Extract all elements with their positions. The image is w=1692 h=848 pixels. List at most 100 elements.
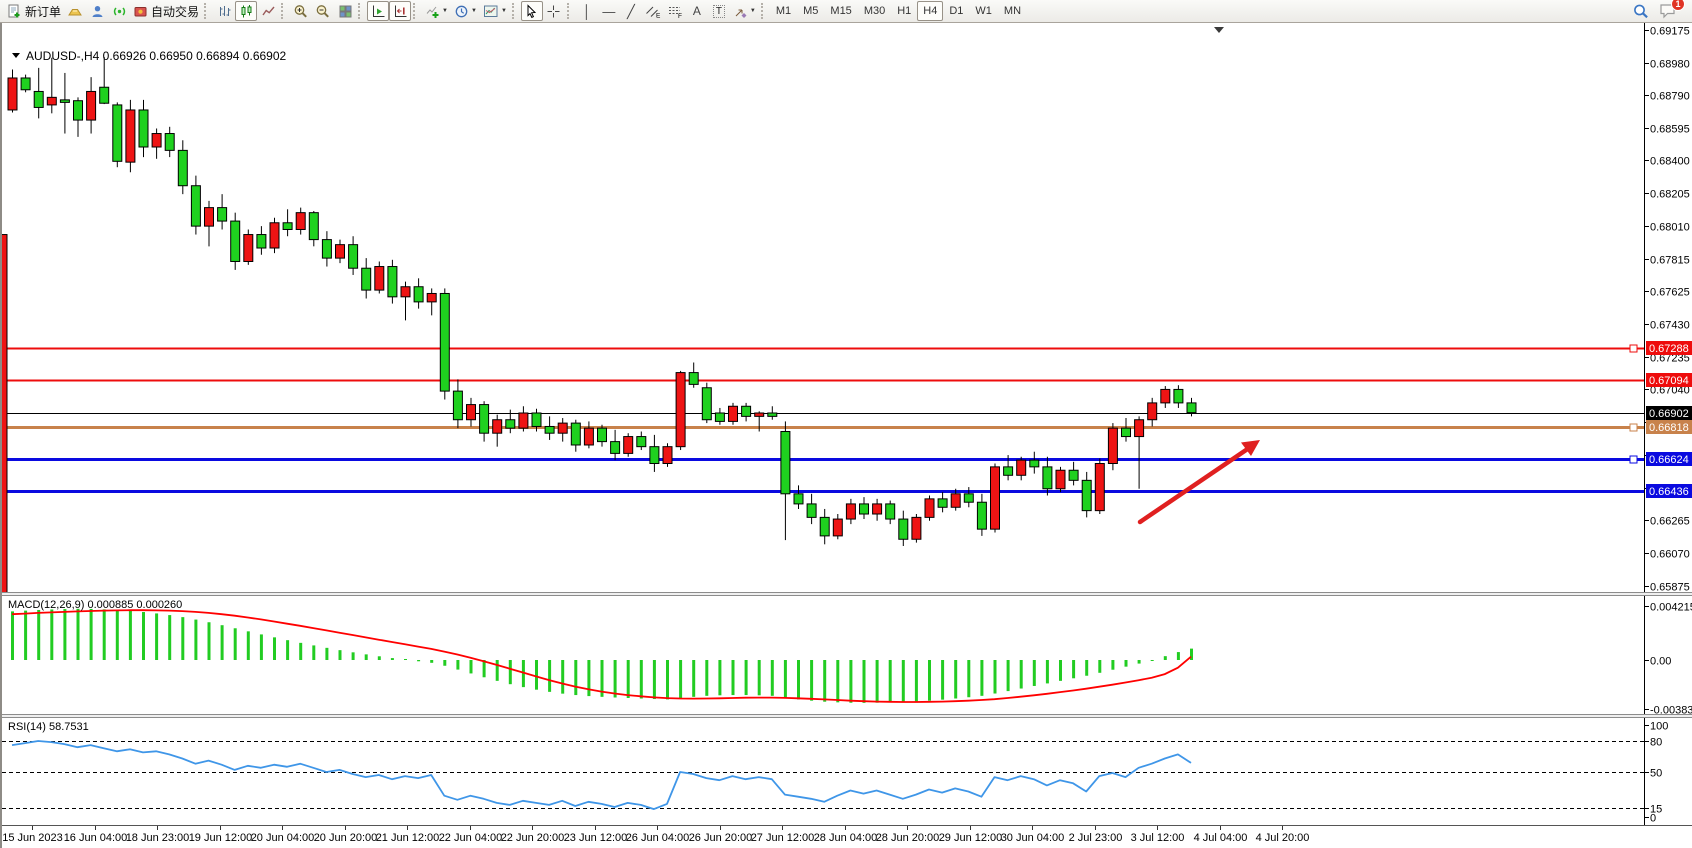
time-tick-label: 22 Jun 04:00 — [439, 832, 503, 844]
vertical-line-tool-button[interactable]: │ — [576, 1, 598, 21]
price-chart-pane[interactable]: AUDUSD-,H4 0.66926 0.66950 0.66894 0.669… — [2, 23, 1692, 592]
candle — [20, 77, 31, 91]
candle — [531, 412, 542, 427]
new-order-label: 新订单 — [25, 4, 62, 19]
candle — [439, 292, 450, 392]
candle — [452, 390, 463, 421]
indicators-button[interactable]: ▼ — [422, 1, 451, 21]
autotrading-button[interactable]: 自动交易 — [130, 1, 202, 21]
pane-splitter[interactable] — [2, 714, 1692, 718]
macd-histogram-layer — [11, 608, 1193, 703]
timeframe-m30-button[interactable]: M30 — [863, 5, 886, 17]
time-tick-label: 19 Jun 12:00 — [189, 832, 253, 844]
rsi-label: RSI(14) 58.7531 — [8, 721, 89, 733]
fibonacci-tool-button[interactable]: F — [664, 1, 686, 21]
candle — [597, 427, 607, 443]
horizontal-line-tool-button[interactable]: — — [598, 1, 620, 21]
price-badge-label: 0.67094 — [1649, 375, 1689, 387]
timeframe-w1-button[interactable]: W1 — [975, 5, 992, 17]
community-button[interactable] — [86, 1, 108, 21]
candle — [688, 372, 699, 385]
candle — [413, 286, 424, 303]
label-tool-button[interactable]: T — [708, 1, 730, 21]
candle — [73, 100, 83, 121]
chevron-down-icon: ▼ — [749, 8, 756, 14]
candle — [583, 427, 594, 446]
toolbar-grip — [511, 3, 517, 19]
timeframe-m15-button[interactable]: M15 — [830, 5, 852, 17]
text-tool-button[interactable]: A — [686, 1, 708, 21]
price-badge — [1646, 341, 1692, 355]
cursor-button[interactable] — [520, 1, 543, 21]
candle — [217, 207, 228, 222]
zoom-out-icon — [315, 4, 331, 19]
chart-window: AUDUSD-,H4 0.66926 0.66950 0.66894 0.669… — [0, 23, 1692, 848]
candle — [505, 419, 516, 429]
candle — [662, 446, 673, 465]
candle — [361, 267, 372, 291]
candle — [1055, 469, 1066, 490]
timeframe-mn-button[interactable]: MN — [1003, 5, 1022, 17]
pane-splitter[interactable] — [2, 592, 1692, 596]
candle — [308, 212, 319, 241]
auto-scroll-icon — [371, 4, 386, 19]
trend-arrow — [1137, 440, 1260, 525]
signal-waves-icon — [112, 4, 127, 19]
signals-button[interactable] — [108, 1, 130, 21]
horizontal-lines-layer — [2, 344, 1644, 493]
rsi-tick-label: 100 — [1650, 721, 1668, 733]
gold-button[interactable] — [64, 1, 86, 21]
chart-shift-button[interactable] — [389, 1, 412, 21]
bar-chart-button[interactable] — [213, 1, 235, 21]
shapes-tool-button[interactable]: ▼ — [730, 1, 759, 21]
zoom-in-button[interactable] — [290, 1, 312, 21]
equidistant-channel-icon: E — [645, 4, 661, 19]
timeframe-h1-button[interactable]: H1 — [897, 5, 912, 17]
search-button[interactable] — [1629, 1, 1653, 21]
timeframe-h4-button[interactable]: H4 — [917, 1, 944, 21]
candle — [400, 286, 411, 298]
zoom-out-button[interactable] — [312, 1, 334, 21]
time-tick-label: 16 Jun 04:00 — [64, 832, 128, 844]
trendline-tool-button[interactable]: ╱ — [620, 1, 642, 21]
time-tick-label: 3 Jul 12:00 — [1131, 832, 1185, 844]
candle — [348, 244, 359, 269]
candle — [282, 222, 293, 230]
time-tick-label: 30 Jun 04:00 — [1001, 832, 1065, 844]
line-marker — [1629, 344, 1638, 353]
macd-label: MACD(12,26,9) 0.000885 0.000260 — [8, 599, 182, 611]
timeframe-m5-button[interactable]: M5 — [803, 5, 819, 17]
rsi-line — [11, 740, 1192, 810]
chevron-down-icon: ▼ — [500, 8, 507, 14]
crosshair-button[interactable] — [543, 1, 565, 21]
new-order-button[interactable]: 新订单 — [4, 1, 64, 21]
line-chart-button[interactable] — [257, 1, 279, 21]
rsi-indicator-pane[interactable]: RSI(14) 58.7531 100 80 50 150 — [2, 718, 1692, 825]
candle — [990, 466, 1000, 530]
candle — [230, 220, 241, 262]
time-tick-label: 18 Jun 23:00 — [126, 832, 190, 844]
toolbar-grip — [566, 3, 572, 19]
price-badge-label: 0.66624 — [1649, 454, 1689, 466]
time-tick-label: 23 Jun 12:00 — [564, 832, 628, 844]
tile-windows-button[interactable] — [334, 1, 356, 21]
candle — [1107, 427, 1118, 465]
candlestick-chart-button[interactable] — [235, 1, 258, 21]
timeframe-m1-button[interactable]: M1 — [775, 5, 792, 17]
macd-tick-label: 0.004215 — [1650, 602, 1692, 614]
periods-button[interactable]: ▼ — [451, 1, 480, 21]
auto-scroll-button[interactable] — [367, 1, 390, 21]
trend-arrow-line — [1137, 445, 1252, 525]
channel-tool-button[interactable]: E — [642, 1, 664, 21]
candle — [7, 77, 18, 111]
rsi-tick-label: 50 — [1650, 768, 1662, 780]
cursor-arrow-icon — [524, 3, 539, 19]
time-tick-label: 26 Jun 20:00 — [689, 832, 753, 844]
rsi-tick-label: 0 — [1650, 813, 1656, 825]
templates-button[interactable]: ▼ — [480, 1, 510, 21]
notifications-button[interactable]: 1 — [1659, 0, 1685, 20]
timeframe-d1-button[interactable]: D1 — [949, 5, 964, 17]
macd-indicator-pane[interactable]: MACD(12,26,9) 0.000885 0.000260 0.0042150… — [2, 596, 1692, 714]
